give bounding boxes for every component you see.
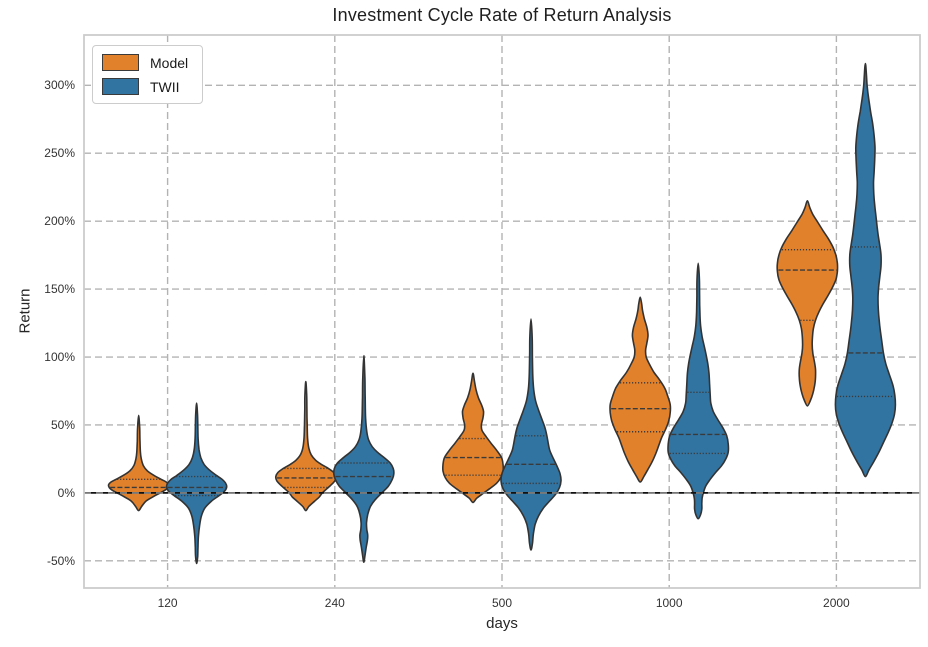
y-tick-label: 200% [44,214,75,229]
y-tick-label: 300% [44,78,75,93]
legend-item-model: Model [102,54,188,71]
violin-twii-1000 [667,262,730,520]
legend-label-model: Model [150,54,189,71]
legend: Model TWII [92,45,204,104]
y-tick-label: -50% [46,553,75,568]
x-tick-label: 240 [324,596,345,610]
plot-border [83,34,921,589]
legend-swatch-twii [102,78,139,95]
violin-twii-120 [165,402,228,565]
y-tick-label: 0% [57,485,75,500]
y-axis-label: Return [16,288,34,334]
y-tick-label: 250% [44,146,75,161]
x-axis-label: days [486,615,518,632]
x-tick-label: 2000 [823,596,850,610]
violin-model-2000 [776,200,839,407]
violin-model-1000 [609,296,672,483]
violin-model-500 [441,372,505,504]
legend-swatch-model [102,54,139,71]
violin-twii-500 [500,318,562,551]
y-tick-label: 100% [44,350,75,365]
y-tick-label: 50% [50,417,75,432]
y-tick-label: 150% [44,282,75,297]
chart-title: Investment Cycle Rate of Return Analysis [332,5,672,25]
violin-twii-240 [332,354,395,563]
violin-model-240 [274,380,337,512]
x-tick-label: 120 [157,596,178,610]
x-tick-label: 1000 [655,596,683,610]
x-tick-label: 500 [491,596,513,610]
violin-model-120 [107,414,170,512]
legend-label-twii: TWII [150,78,180,95]
violin-twii-2000 [834,62,897,478]
legend-item-twii: TWII [102,78,188,95]
